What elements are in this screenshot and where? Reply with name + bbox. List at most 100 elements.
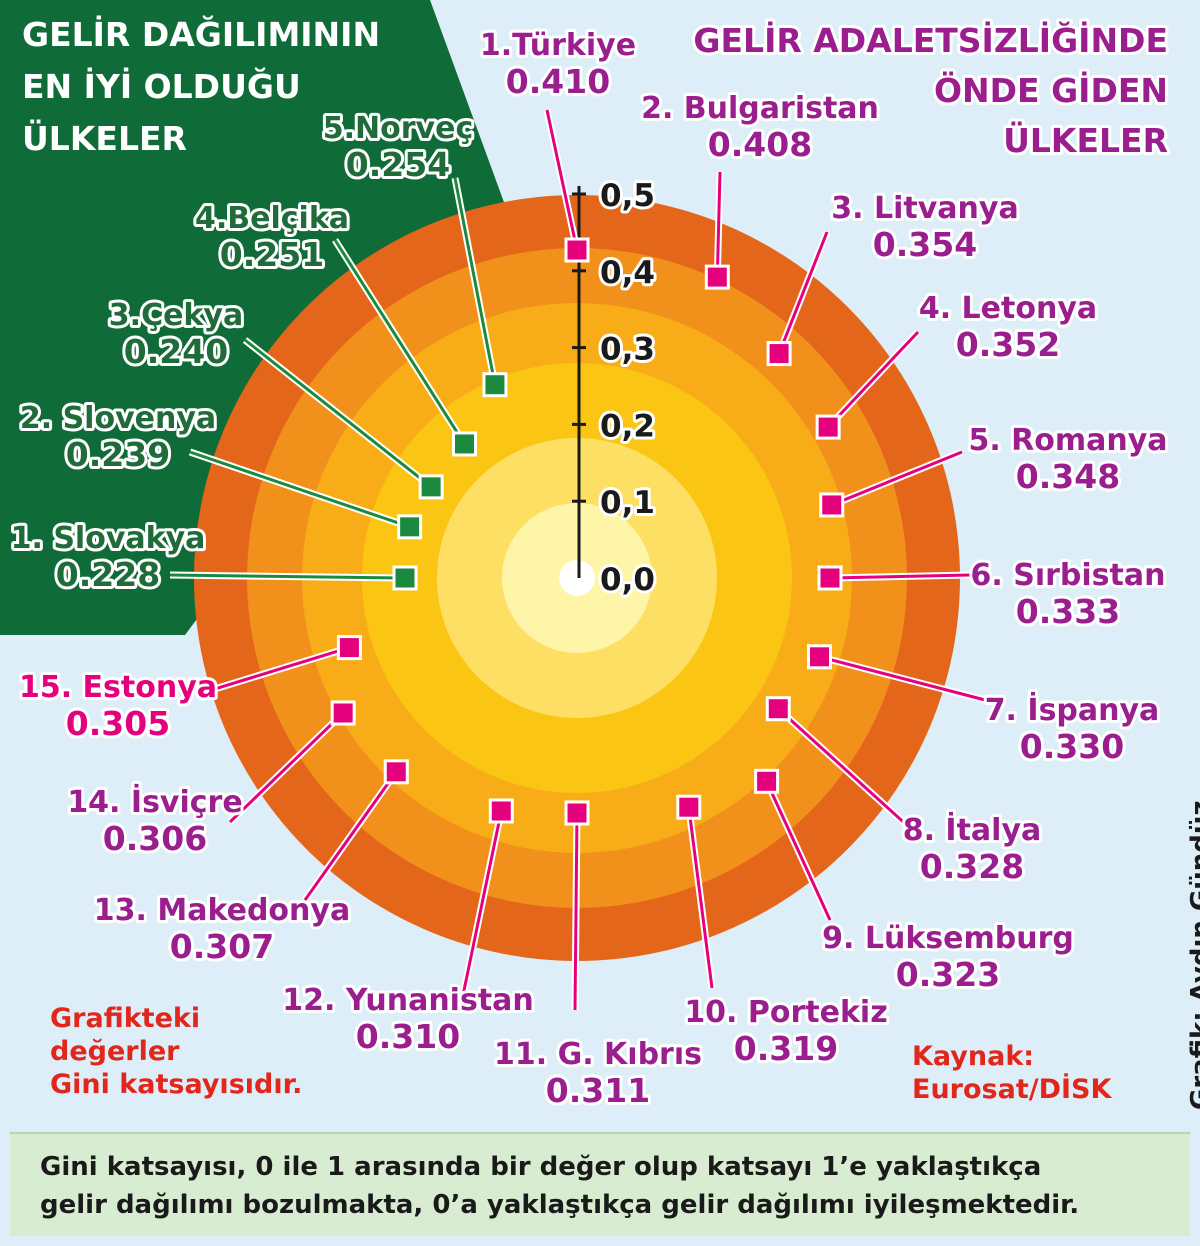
worst-leader-line — [204, 646, 350, 694]
worst-leader-line — [687, 807, 714, 989]
worst-leader-line — [303, 770, 398, 901]
worst-marker — [336, 635, 362, 661]
note-text: Grafikteki değerler Gini katsayısıdır. — [50, 1002, 310, 1101]
best-gini-value: 0.254 — [346, 145, 450, 184]
worst-marker — [765, 696, 791, 722]
footer-line: Gini katsayısı, 0 ile 1 arasında bir değ… — [40, 1152, 1042, 1182]
worst-country-label: 9. Lüksemburg — [822, 921, 1074, 956]
worst-country-label: 7. İspanya — [985, 692, 1160, 728]
worst-country-label: 13. Makedonya — [94, 893, 350, 928]
worst-leader-line — [573, 812, 579, 1011]
worst-country-label: 12. Yunanistan — [282, 983, 534, 1018]
worst-gini-value: 0.311 — [546, 1071, 650, 1110]
worst-country-label: 10. Portekiz — [684, 995, 887, 1030]
worst-gini-value: 0.330 — [1020, 727, 1124, 766]
worst-marker — [488, 798, 514, 824]
best-leader-line — [169, 573, 406, 580]
best-country-label: 4.Belçika — [195, 201, 349, 236]
worst-gini-value: 0.348 — [1016, 457, 1120, 496]
worst-gini-value: 0.323 — [896, 955, 1000, 994]
worst-marker — [330, 700, 356, 726]
note-line: değerler — [50, 1036, 180, 1067]
worst-gini-value: 0.306 — [103, 819, 207, 858]
worst-marker — [564, 800, 590, 826]
best-marker — [482, 372, 508, 398]
worst-leader-line — [765, 780, 832, 921]
best-marker — [452, 431, 478, 457]
worst-marker — [676, 794, 702, 820]
worst-gini-value: 0.328 — [920, 847, 1024, 886]
footer-explanation: Gini katsayısı, 0 ile 1 arasında bir değ… — [10, 1132, 1190, 1236]
worst-leader-line — [831, 450, 963, 507]
scale-tick-label: 0,4 — [600, 255, 655, 291]
source-line: Kaynak: — [912, 1041, 1035, 1072]
worst-marker — [819, 492, 845, 518]
best-marker — [392, 565, 418, 591]
worst-leader-line — [228, 711, 345, 824]
title-right-line: ÜLKELER — [1003, 120, 1168, 160]
worst-gini-value: 0.319 — [734, 1029, 838, 1068]
best-marker — [418, 474, 444, 500]
worst-gini-value: 0.354 — [873, 225, 977, 264]
source-text: Kaynak: Eurosat/DİSK — [912, 1040, 1162, 1106]
scale-tick-label: 0,2 — [600, 408, 655, 444]
worst-gini-value: 0.305 — [66, 704, 170, 743]
worst-leader-line — [829, 573, 971, 580]
best-country-label: 2. Slovenya — [20, 401, 216, 436]
best-gini-value: 0.251 — [220, 235, 324, 274]
worst-leader-line — [460, 810, 503, 1001]
worst-marker — [564, 237, 590, 263]
worst-country-label: 2. Bulgaristan — [641, 91, 879, 126]
title-left-line: ÜLKELER — [22, 118, 187, 158]
worst-country-label: 4. Letonya — [919, 291, 1097, 326]
best-leader-line — [453, 177, 497, 385]
worst-leader-line — [545, 109, 579, 251]
worst-country-label: 6. Sırbistan — [971, 558, 1166, 593]
title-left-line: GELİR DAĞILIMININ — [22, 14, 380, 54]
worst-country-label: 11. G. Kıbrıs — [494, 1037, 702, 1072]
worst-country-label: 8. İtalya — [903, 812, 1042, 848]
note-line: Grafikteki — [50, 1003, 201, 1034]
best-countries-panel — [0, 0, 505, 635]
title-left-line: EN İYİ OLDUĞU — [22, 66, 301, 106]
worst-country-label: 15. Estonya — [19, 670, 217, 705]
scale-tick-label: 0,0 — [600, 562, 655, 598]
worst-marker — [754, 768, 780, 794]
worst-leader-line — [777, 231, 829, 355]
worst-leader-line — [819, 655, 986, 702]
worst-leader-line — [827, 330, 920, 429]
worst-marker — [383, 759, 409, 785]
title-right-line: GELİR ADALETSİZLİĞİNDE — [693, 20, 1168, 60]
source-line: Eurosat/DİSK — [912, 1074, 1112, 1105]
scale-tick-label: 0,1 — [600, 485, 655, 521]
best-leader-line — [189, 450, 411, 529]
best-leader-line — [333, 239, 466, 445]
best-country-label: 3.Çekya — [109, 298, 243, 333]
worst-country-label: 14. İsviçre — [67, 784, 242, 820]
worst-gini-value: 0.310 — [356, 1017, 460, 1056]
best-gini-value: 0.228 — [56, 555, 160, 594]
worst-marker — [704, 264, 730, 290]
best-marker — [397, 514, 423, 540]
best-country-label: 1. Slovakya — [11, 521, 206, 556]
best-gini-value: 0.239 — [66, 435, 170, 474]
worst-marker — [766, 341, 792, 367]
worst-country-label: 3. Litvanya — [831, 191, 1018, 226]
title-right-line: ÖNDE GİDEN — [934, 70, 1168, 110]
ring-center-dot — [559, 560, 595, 596]
worst-marker — [817, 565, 843, 591]
worst-marker — [807, 644, 833, 670]
scale-tick-label: 0,3 — [600, 332, 655, 368]
graphic-credit: Grafik: Aydın Gündüz — [1186, 800, 1200, 1110]
worst-country-label: 1.Türkiye — [480, 28, 636, 63]
worst-gini-value: 0.410 — [506, 62, 610, 101]
scale-tick-label: 0,5 — [600, 178, 655, 214]
worst-country-label: 5. Romanya — [968, 423, 1167, 458]
worst-gini-value: 0.333 — [1016, 592, 1120, 631]
worst-leader-line — [777, 707, 912, 830]
worst-marker — [815, 414, 841, 440]
note-line: Gini katsayısıdır. — [50, 1069, 303, 1100]
best-gini-value: 0.240 — [124, 332, 228, 371]
